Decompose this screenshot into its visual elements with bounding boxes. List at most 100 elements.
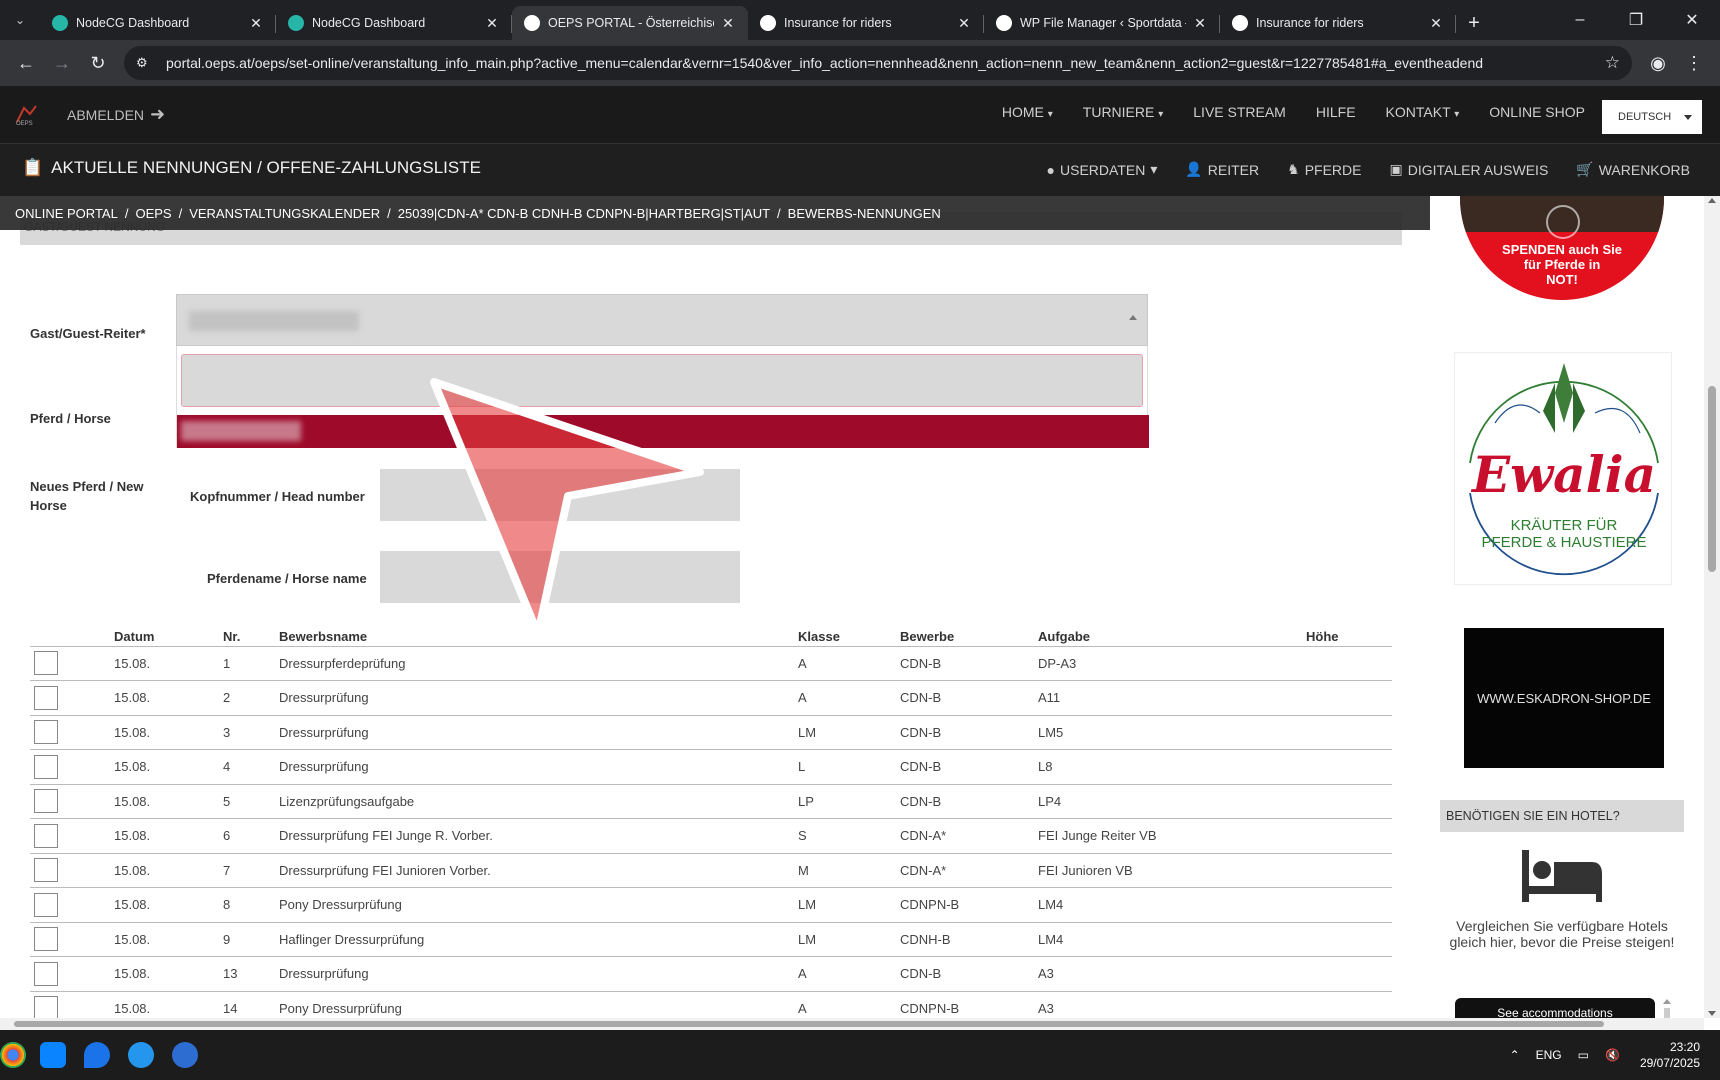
chrome-icon[interactable] xyxy=(0,1042,26,1068)
tab-close-icon[interactable]: ✕ xyxy=(1430,14,1442,31)
breadcrumb-item[interactable]: ONLINE PORTAL xyxy=(15,205,118,221)
profile-icon[interactable]: ◉ xyxy=(1650,52,1666,73)
table-cell: A3 xyxy=(1038,956,1306,992)
nav-item-hilfe[interactable]: HILFE xyxy=(1316,104,1356,120)
oeps-logo-icon[interactable]: OEPS xyxy=(14,102,40,126)
url-field[interactable]: ⚙ portal.oeps.at/oeps/set-online/veranst… xyxy=(124,46,1632,80)
eskadron-ad[interactable]: WWW.ESKADRON-SHOP.DE xyxy=(1464,628,1664,768)
window-controls: – ❐ ✕ xyxy=(1552,0,1720,40)
browser-tab-4[interactable]: Insurance for riders ✕ xyxy=(748,6,984,40)
app-icon[interactable] xyxy=(172,1042,198,1068)
nav-digitaler-ausweis[interactable]: ▣ DIGITALER AUSWEIS xyxy=(1390,161,1549,178)
volume-muted-icon[interactable]: 🔇 xyxy=(1604,1048,1620,1062)
table-cell xyxy=(1306,646,1392,681)
tab-close-icon[interactable]: ✕ xyxy=(486,14,498,31)
language-indicator[interactable]: ENG xyxy=(1535,1048,1562,1062)
browser-tab-2[interactable]: NodeCG Dashboard ✕ xyxy=(276,6,512,40)
row-checkbox[interactable] xyxy=(34,892,58,917)
ewalia-tagline: KRÄUTER FÜR PFERDE & HAUSTIERE xyxy=(1455,517,1673,551)
table-cell: 4 xyxy=(223,749,279,785)
back-button[interactable]: ← xyxy=(17,52,35,73)
reload-button[interactable]: ↻ xyxy=(90,52,106,73)
horizontal-scrollbar[interactable] xyxy=(0,1018,1704,1030)
option-value-blurred xyxy=(181,421,301,441)
vertical-scrollbar[interactable] xyxy=(1704,196,1720,1018)
new-tab-button[interactable]: + xyxy=(1468,11,1480,34)
site-info-icon[interactable]: ⚙ xyxy=(136,55,148,70)
browser-tab-3[interactable]: OEPS PORTAL - Österreichischer ✕ xyxy=(512,6,748,40)
browser-menu-icon[interactable]: ⋮ xyxy=(1685,52,1703,73)
row-checkbox[interactable] xyxy=(34,789,58,814)
guest-rider-label: Gast/Guest-Reiter* xyxy=(30,326,146,341)
table-cell: A xyxy=(798,680,900,716)
network-icon[interactable]: ▭ xyxy=(1577,1048,1589,1062)
clock[interactable]: 23:20 29/07/2025 xyxy=(1640,1039,1700,1071)
language-select[interactable]: DEUTSCH xyxy=(1602,100,1702,134)
nav-item-online-shop[interactable]: ONLINE SHOP xyxy=(1489,104,1585,120)
vpn-icon[interactable] xyxy=(84,1042,110,1068)
see-accommodations-button[interactable]: See accommodations xyxy=(1455,998,1655,1018)
forward-button[interactable]: → xyxy=(53,52,71,73)
browser-tab-6[interactable]: Insurance for riders ✕ xyxy=(1220,6,1456,40)
row-checkbox[interactable] xyxy=(34,858,58,883)
docker-icon[interactable] xyxy=(128,1042,154,1068)
restore-button[interactable]: ❐ xyxy=(1628,12,1644,29)
logout-link[interactable]: ABMELDEN ➜ xyxy=(67,104,165,125)
nav-item-kontakt[interactable]: KONTAKT ▾ xyxy=(1386,104,1460,120)
app-sync-icon[interactable] xyxy=(40,1042,66,1068)
tab-close-icon[interactable]: ✕ xyxy=(722,14,734,31)
nav-pferde[interactable]: ♞ PFERDE xyxy=(1287,161,1361,178)
row-checkbox[interactable] xyxy=(34,961,58,986)
row-checkbox[interactable] xyxy=(34,927,58,952)
browser-tab-5[interactable]: WP File Manager ‹ Sportdata — ✕ xyxy=(984,6,1220,40)
nav-reiter[interactable]: 👤 REITER xyxy=(1185,161,1259,178)
ewalia-ad[interactable]: Ewalia KRÄUTER FÜR PFERDE & HAUSTIERE xyxy=(1454,352,1672,585)
tab-search-button[interactable]: ⌄ xyxy=(14,13,26,27)
horse-name-input[interactable] xyxy=(380,551,740,603)
row-checkbox[interactable] xyxy=(34,996,58,1021)
vertical-scroll-thumb[interactable] xyxy=(1708,386,1716,572)
tab-favicon-icon xyxy=(760,15,776,31)
row-checkbox[interactable] xyxy=(34,651,58,676)
table-cell: L xyxy=(798,749,900,785)
minimize-button[interactable]: – xyxy=(1575,11,1585,28)
tab-close-icon[interactable]: ✕ xyxy=(958,14,970,31)
breadcrumb-item[interactable]: OEPS xyxy=(135,205,172,221)
row-checkbox[interactable] xyxy=(34,754,58,779)
guest-rider-select[interactable] xyxy=(176,294,1148,346)
tab-separator xyxy=(275,15,276,33)
dropdown-search-input[interactable] xyxy=(181,354,1143,407)
dropdown-option-selected[interactable] xyxy=(177,415,1149,448)
sidebar-scroll-up-icon[interactable] xyxy=(1660,996,1674,1018)
breadcrumb-item[interactable]: VERANSTALTUNGSKALENDER xyxy=(189,205,381,221)
browser-tab-1[interactable]: NodeCG Dashboard ✕ xyxy=(40,6,276,40)
nav-item-turniere[interactable]: TURNIERE ▾ xyxy=(1083,104,1163,120)
table-cell xyxy=(1306,818,1392,854)
logout-icon: ➜ xyxy=(150,104,166,124)
tray-expand-icon[interactable]: ⌃ xyxy=(1509,1048,1520,1062)
table-cell: Dressurprüfung xyxy=(279,749,798,785)
scroll-down-icon[interactable] xyxy=(1708,1011,1716,1016)
table-cell: 3 xyxy=(223,715,279,750)
horizontal-scroll-thumb[interactable] xyxy=(14,1021,1604,1027)
breadcrumb-item[interactable]: BEWERBS-NENNUNGEN xyxy=(787,205,941,221)
breadcrumb-item[interactable]: 25039|CDN-A* CDN-B CDNH-B CDNPN-B|HARTBE… xyxy=(397,205,771,221)
tab-close-icon[interactable]: ✕ xyxy=(1194,14,1206,31)
head-number-input[interactable] xyxy=(380,469,740,521)
row-checkbox[interactable] xyxy=(34,685,58,710)
nav-userdaten[interactable]: ● USERDATEN ▾ xyxy=(1047,161,1158,178)
cart-icon: 🛒 xyxy=(1576,161,1594,177)
table-cell: 15.08. xyxy=(114,956,223,992)
nav-item-home[interactable]: HOME ▾ xyxy=(1002,104,1053,120)
donate-banner[interactable]: SPENDEN auch Sie für Pferde in NOT! xyxy=(1460,196,1664,300)
row-checkbox[interactable] xyxy=(34,823,58,848)
row-checkbox[interactable] xyxy=(34,720,58,745)
bookmark-star-icon[interactable]: ☆ xyxy=(1604,53,1620,72)
column-header: Klasse xyxy=(798,628,900,647)
nav-item-live-stream[interactable]: LIVE STREAM xyxy=(1193,104,1286,120)
close-window-button[interactable]: ✕ xyxy=(1685,12,1699,29)
tab-close-icon[interactable]: ✕ xyxy=(250,14,262,31)
nav-warenkorb[interactable]: 🛒 WARENKORB xyxy=(1576,161,1690,178)
checkbox-cell xyxy=(30,922,114,957)
scroll-up-icon[interactable] xyxy=(1708,198,1716,203)
